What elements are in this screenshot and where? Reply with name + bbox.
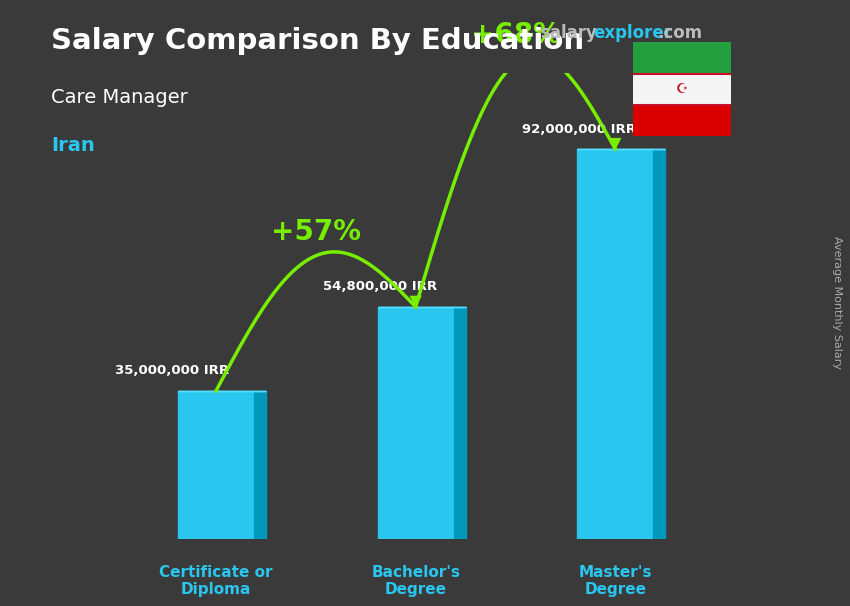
Text: Iran: Iran (51, 136, 94, 155)
Text: 92,000,000 IRR: 92,000,000 IRR (523, 122, 637, 136)
Text: Average Monthly Salary: Average Monthly Salary (832, 236, 842, 370)
Polygon shape (254, 391, 266, 539)
Text: Care Manager: Care Manager (51, 88, 188, 107)
Text: 35,000,000 IRR: 35,000,000 IRR (115, 364, 230, 378)
Text: 54,800,000 IRR: 54,800,000 IRR (323, 281, 437, 293)
Bar (377, 307, 454, 539)
Text: explorer: explorer (593, 24, 672, 42)
Text: Certificate or
Diploma: Certificate or Diploma (159, 565, 273, 597)
Bar (577, 149, 653, 539)
Text: +57%: +57% (271, 218, 361, 245)
Polygon shape (653, 149, 666, 539)
Text: Salary Comparison By Education: Salary Comparison By Education (51, 27, 584, 55)
Text: ☪: ☪ (676, 82, 688, 96)
Text: salary: salary (540, 24, 597, 42)
Text: .com: .com (657, 24, 702, 42)
Text: Bachelor's
Degree: Bachelor's Degree (371, 565, 460, 597)
Polygon shape (454, 307, 466, 539)
Bar (633, 74, 731, 105)
Bar (178, 391, 254, 539)
Text: +68%: +68% (471, 21, 560, 49)
Bar (633, 42, 731, 74)
Bar (633, 105, 731, 136)
Text: Master's
Degree: Master's Degree (579, 565, 652, 597)
